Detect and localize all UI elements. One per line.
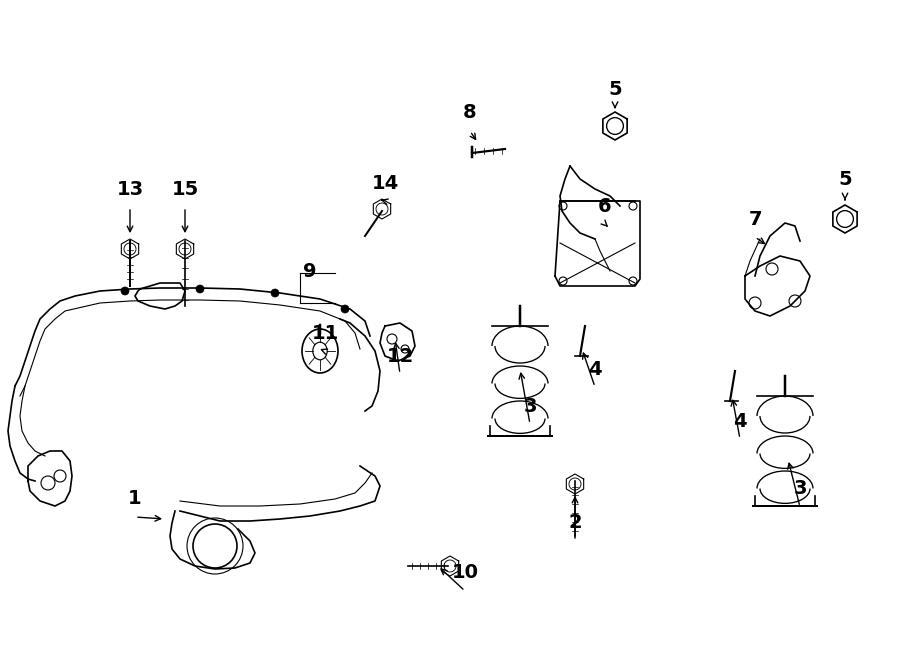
Text: 2: 2 [568,514,581,533]
Text: 7: 7 [748,210,761,229]
Text: 9: 9 [303,262,317,280]
Text: 13: 13 [116,180,144,198]
Circle shape [341,305,349,313]
Text: 5: 5 [608,79,622,98]
Text: 3: 3 [523,397,536,416]
Text: 15: 15 [171,180,199,198]
Text: 14: 14 [372,173,399,192]
Text: 12: 12 [386,346,414,366]
Text: 6: 6 [598,196,612,215]
Text: 5: 5 [838,169,851,188]
Polygon shape [28,451,72,506]
Text: 10: 10 [452,563,479,582]
Text: 11: 11 [311,323,338,342]
Circle shape [271,289,279,297]
Text: 8: 8 [464,104,477,122]
Text: 1: 1 [128,490,142,508]
Circle shape [196,285,204,293]
Text: 4: 4 [734,412,747,430]
Circle shape [121,287,129,295]
Text: 4: 4 [589,360,602,379]
Text: 3: 3 [793,479,806,498]
